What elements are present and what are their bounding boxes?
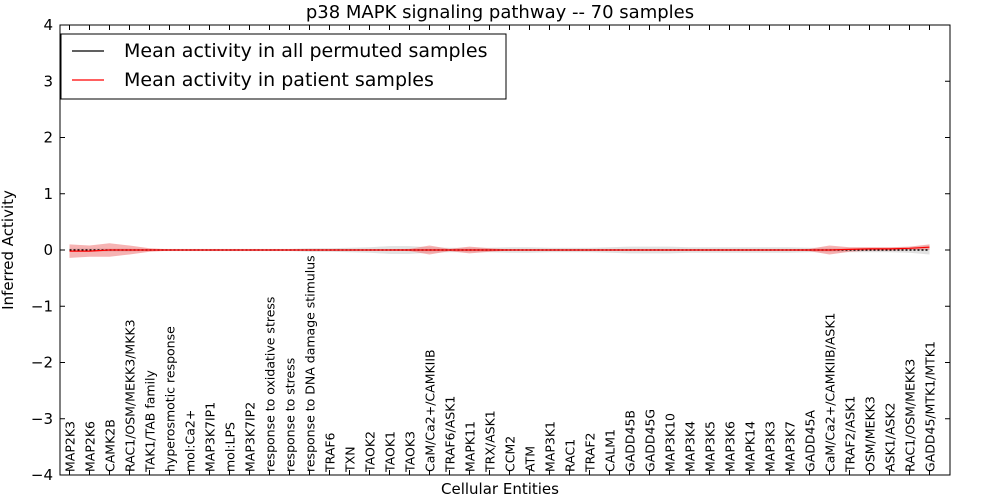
series-line-1	[69, 246, 930, 252]
x-tick-label: CCM2	[503, 436, 518, 472]
x-tick-label: response to stress	[283, 358, 298, 472]
x-tick-label: MAPK11	[463, 421, 478, 472]
legend: Mean activity in all permuted samples Me…	[60, 33, 507, 100]
x-tick-label: TAOK2	[363, 431, 378, 473]
x-tick-label: response to DNA damage stimulus	[303, 255, 318, 472]
x-tick-label: MAPK14	[743, 421, 758, 472]
x-tick-label: MAP2K6	[83, 421, 98, 472]
y-tick-label: 3	[43, 72, 53, 90]
x-tick-label: TRAF2/ASK1	[843, 396, 858, 473]
x-tick-label: MAP3K7IP1	[203, 402, 218, 472]
x-tick-label: GADD45G	[643, 409, 658, 472]
x-tick-label: hyperosmotic response	[163, 326, 178, 472]
x-tick-label: RAC1/OSM/MEKK3	[903, 359, 918, 472]
y-tick-label: 4	[43, 16, 53, 34]
x-tick-label: TRAF6	[323, 432, 338, 473]
x-tick-label: TRAF6/ASK1	[443, 396, 458, 473]
x-tick-label: CaM/Ca2+/CAMKIIB	[423, 349, 438, 472]
x-tick-label: GADD45B	[623, 410, 638, 472]
x-tick-label: MAP3K5	[703, 421, 718, 472]
x-tick-label: TXN	[343, 446, 358, 473]
x-tick-label: MAP3K1	[543, 421, 558, 472]
x-tick-label: RAC1/OSM/MEKK3/MKK3	[123, 319, 138, 472]
x-tick-label: MAP3K7	[783, 421, 798, 472]
y-axis-label: Inferred Activity	[0, 190, 17, 310]
x-tick-label: TRX/ASK1	[483, 410, 498, 473]
x-tick-label: TRAF2	[583, 432, 598, 473]
x-axis: MAP2K3 MAP2K6 CAMK2B RAC1/OSM/MEKK3/MKK3 TAK…	[63, 25, 938, 475]
x-tick-label: CaM/Ca2+/CAMKIIB/ASK1	[823, 313, 838, 472]
y-tick-label: −3	[31, 410, 53, 428]
legend-label-patient: Mean activity in patient samples	[124, 69, 434, 91]
x-tick-label: MAP3K10	[663, 413, 678, 472]
x-tick-label: ATM	[523, 446, 538, 472]
y-tick-label: 1	[43, 185, 53, 203]
x-tick-label: ASK1/ASK2	[883, 403, 898, 472]
y-axis: −4 −3 −2 −1 0 1 2 3 4	[31, 16, 950, 484]
legend-box	[60, 33, 507, 100]
y-tick-label: 0	[43, 241, 53, 259]
x-tick-label: MAP2K3	[63, 421, 78, 472]
x-tick-label: MAP3K3	[763, 421, 778, 472]
legend-label-permuted: Mean activity in all permuted samples	[124, 40, 487, 62]
x-tick-label: mol:LPS	[223, 422, 238, 472]
y-tick-label: −4	[31, 466, 53, 484]
x-tick-label: mol:Ca2+	[183, 410, 198, 472]
x-tick-label: GADD45A	[803, 410, 818, 472]
chart-title: p38 MAPK signaling pathway -- 70 samples	[306, 2, 694, 23]
x-tick-label: TAK1/TAB family	[143, 369, 158, 473]
x-tick-label: OSM/MEKK3	[863, 396, 878, 472]
x-tick-label: CALM1	[603, 429, 618, 472]
x-tick-label: response to oxidative stress	[263, 297, 278, 472]
y-tick-label: 2	[43, 129, 53, 147]
y-tick-label: −2	[31, 354, 53, 372]
x-tick-label: GADD45/MTK1/MTK1	[923, 341, 938, 472]
x-tick-label: MAP3K4	[683, 421, 698, 472]
x-tick-label: TAOK3	[403, 431, 418, 473]
series-lines	[69, 246, 930, 252]
x-tick-label: MAP3K7IP2	[243, 402, 258, 472]
x-axis-label: Cellular Entities	[441, 480, 559, 498]
y-tick-label: −1	[31, 297, 53, 315]
x-tick-label: CAMK2B	[103, 419, 118, 472]
x-tick-label: RAC1	[563, 439, 578, 472]
x-tick-label: MAP3K6	[723, 421, 738, 472]
x-tick-label: TAOK1	[383, 431, 398, 473]
